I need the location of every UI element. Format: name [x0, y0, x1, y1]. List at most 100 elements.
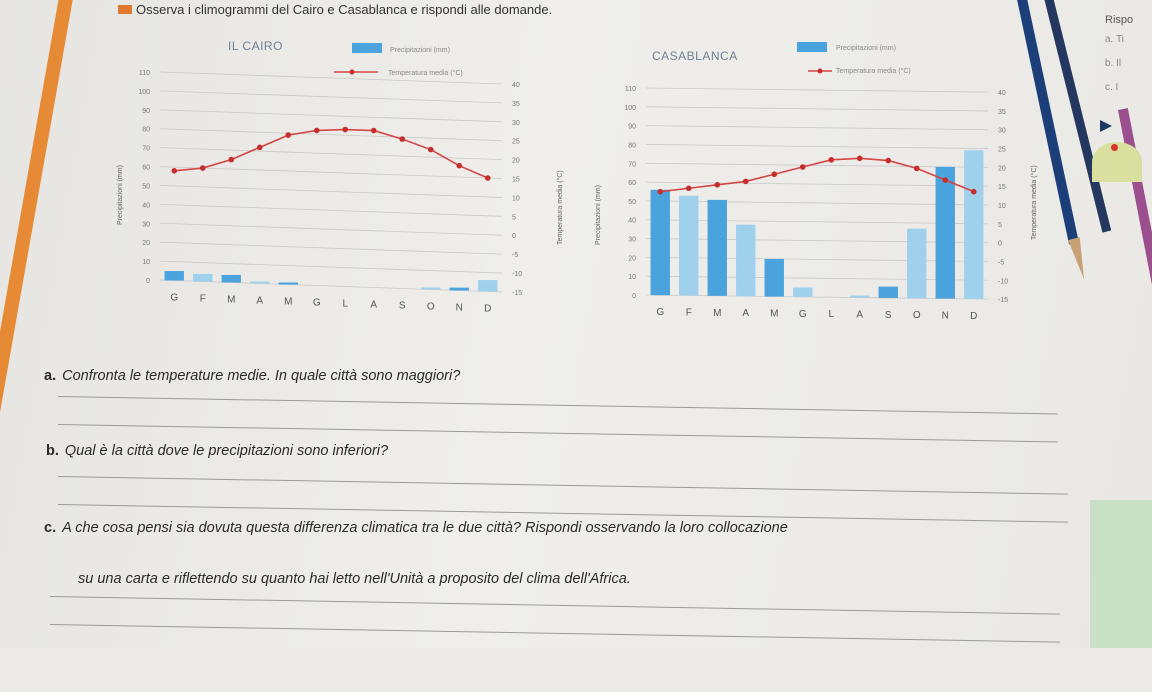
temp-point	[256, 144, 263, 151]
month-label: G	[170, 292, 178, 303]
y2-tick-label: 35	[998, 109, 1006, 116]
y2-tick-label: 15	[998, 184, 1006, 191]
temp-point	[427, 146, 434, 153]
y2-tick-label: 30	[998, 128, 1006, 135]
gridline	[645, 294, 989, 300]
precip-bar	[193, 273, 213, 282]
y-tick-label: 60	[628, 180, 636, 187]
precip-bar	[764, 258, 784, 297]
temp-point	[370, 127, 377, 134]
y2-tick-label: 5	[998, 222, 1002, 229]
y2-tick-label: 25	[998, 147, 1006, 154]
precip-bar	[221, 274, 241, 283]
month-label: G	[656, 307, 664, 318]
month-label: D	[970, 311, 977, 322]
y-tick-label: 70	[628, 161, 636, 168]
y2-tick-label: 0	[998, 241, 1002, 248]
month-label: A	[370, 299, 377, 310]
green-corner	[1090, 500, 1152, 648]
question-text: A che cosa pensi sia dovuta questa diffe…	[62, 520, 788, 536]
gridline	[159, 222, 503, 236]
temp-point	[657, 188, 664, 195]
question-c: c. A che cosa pensi sia dovuta questa dif…	[44, 520, 788, 536]
month-label: F	[686, 308, 692, 319]
y2-tick-label: 25	[512, 139, 520, 146]
gridline	[159, 109, 503, 123]
y-tick-label: 20	[142, 240, 150, 247]
y-tick-label: 50	[628, 199, 636, 206]
question-b: b. Qual è la città dove le precipitazioni…	[46, 443, 388, 459]
gridline	[159, 128, 503, 142]
y2-tick-label: -5	[512, 252, 518, 259]
y-tick-label: 40	[628, 218, 636, 225]
month-label: A	[256, 295, 263, 306]
precip-bar	[850, 295, 870, 298]
legend-precip-label: Precipitazioni (mm)	[836, 45, 896, 52]
question-text: Confronta le temperature medie. In quale…	[62, 368, 461, 384]
gridline	[159, 90, 503, 104]
y-tick-label: 100	[138, 89, 150, 96]
side-title: Rispo	[1105, 14, 1134, 26]
gridline	[159, 203, 503, 217]
y2-axis-title: Temperatura media (°C)	[556, 170, 564, 245]
month-label: A	[742, 308, 749, 319]
temp-point	[885, 157, 892, 164]
gridline	[159, 279, 503, 293]
legend-temp-dot	[349, 69, 355, 75]
temp-point	[771, 171, 778, 178]
gridline	[645, 181, 989, 187]
legend-precip-swatch	[797, 42, 827, 52]
question-letter: a.	[44, 368, 57, 384]
temp-point	[456, 162, 463, 169]
exercise-header: Osserva i climogrammi del Cairo e Casabl…	[118, 2, 552, 17]
y2-tick-label: 10	[512, 195, 520, 202]
temp-point	[828, 157, 835, 163]
gridline	[645, 87, 989, 93]
month-label: D	[484, 303, 491, 314]
temp-point	[484, 175, 491, 181]
y-axis-title: Precipitazioni (mm)	[117, 165, 124, 225]
y2-tick-label: 5	[512, 214, 516, 221]
temp-point	[913, 165, 920, 172]
y2-tick-label: -15	[512, 290, 522, 297]
gridline	[645, 275, 989, 281]
temp-point	[714, 182, 721, 188]
y2-tick-label: -5	[998, 259, 1004, 266]
month-label: F	[200, 293, 206, 304]
side-item-b: b. Il	[1105, 58, 1122, 69]
precip-bar	[421, 287, 441, 290]
month-label: L	[828, 309, 834, 320]
precip-bar	[650, 189, 670, 296]
question-letter: b.	[46, 443, 59, 459]
month-label: O	[427, 301, 435, 312]
y-tick-label: 0	[632, 293, 636, 300]
precip-bar	[449, 287, 469, 291]
y2-tick-label: -10	[512, 271, 522, 278]
side-item-c: c. I	[1105, 82, 1119, 93]
y-tick-label: 20	[628, 255, 636, 262]
y-tick-label: 90	[142, 108, 150, 115]
question-a: a. Confronta le temperature medie. In qua…	[44, 368, 460, 384]
temp-point	[685, 185, 692, 192]
side-item-a: a. Ti	[1105, 34, 1124, 45]
precip-bar	[907, 228, 927, 299]
precip-bar	[278, 282, 298, 285]
month-label: L	[342, 298, 348, 309]
gridline	[159, 166, 503, 179]
month-label: N	[942, 311, 949, 322]
legend-precip-label: Precipitazioni (mm)	[390, 47, 450, 54]
y-tick-label: 80	[142, 127, 150, 134]
y2-tick-label: 40	[512, 82, 520, 89]
temp-point	[313, 127, 320, 134]
temp-point	[742, 178, 749, 185]
y2-tick-label: 20	[998, 165, 1006, 172]
temp-point	[856, 155, 863, 162]
temp-line	[660, 157, 975, 193]
y-tick-label: 50	[142, 183, 150, 190]
y-tick-label: 90	[628, 124, 636, 131]
question-text: Qual è la città dove le precipitazioni s…	[64, 443, 389, 459]
temp-point	[799, 164, 806, 170]
precip-bar	[964, 150, 984, 299]
temp-point	[199, 165, 206, 171]
temp-point	[942, 177, 949, 183]
